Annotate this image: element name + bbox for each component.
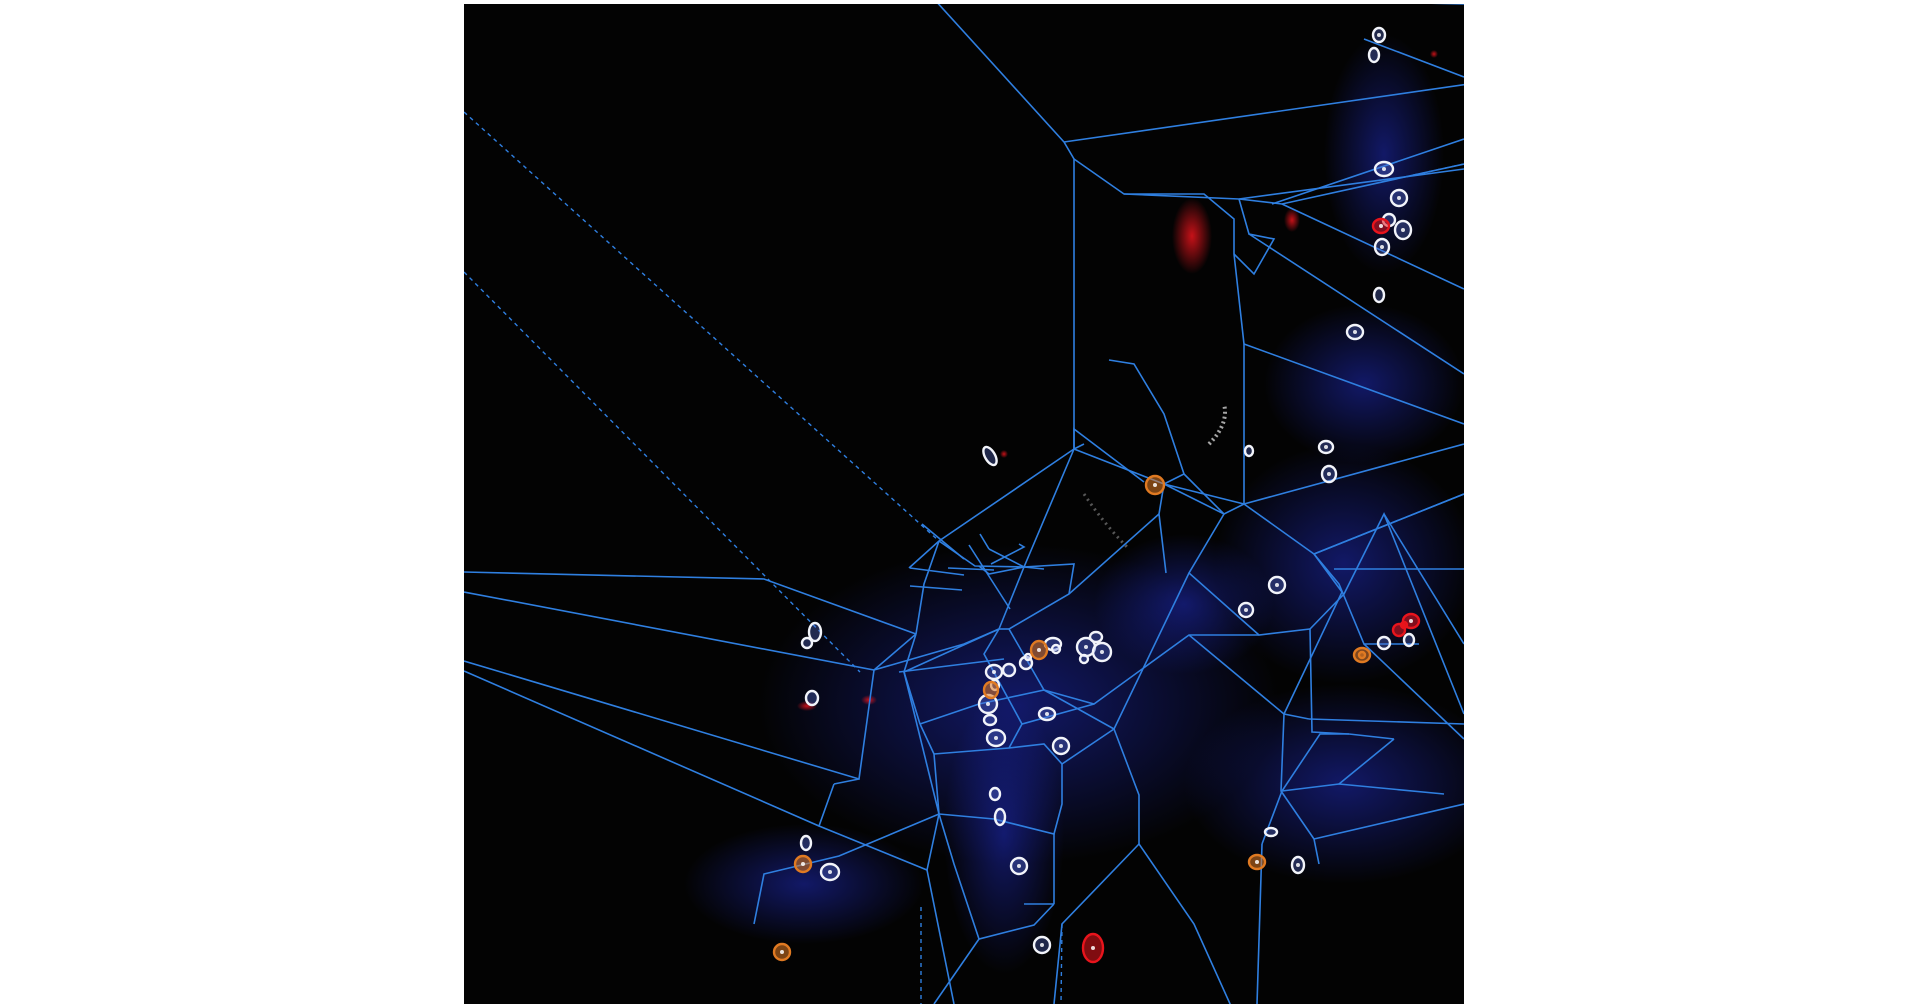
orange-cells: [772, 474, 1372, 962]
microscopy-image: [464, 4, 1464, 1004]
nucleus-centers: [780, 33, 1413, 954]
voronoi-dashed-edges: [464, 111, 1464, 1004]
red-cells: [1081, 217, 1421, 964]
voronoi-edges: [464, 4, 1464, 1004]
